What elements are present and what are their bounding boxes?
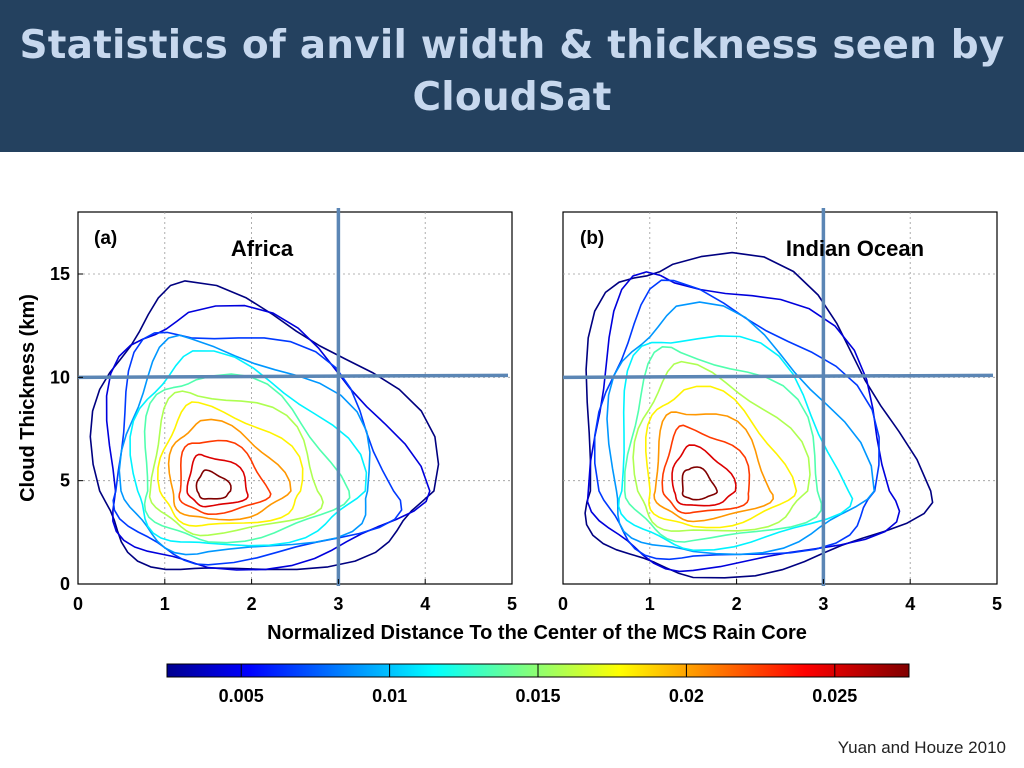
x-tick-label: 3 [333,594,343,614]
contour-line [89,280,440,571]
contour-line [186,453,249,508]
x-tick-label: 2 [732,594,742,614]
panel-a-label: (a) [94,228,117,249]
panel-b-region: Indian Ocean [786,236,924,261]
contour-line [129,350,368,547]
contour-line [143,373,351,544]
slide-title-line-2: CloudSat [412,75,612,120]
y-tick-label: 15 [50,264,70,284]
contour-line [671,444,737,507]
x-tick-label: 1 [645,594,655,614]
panel-a-contours [89,280,440,571]
panel-a-y-ticks: 0 5 10 15 [50,264,83,594]
colorbar-tick-label: 0.025 [812,686,857,706]
contour-line [593,279,880,561]
y-tick-label: 0 [60,574,70,594]
contour-line [632,360,811,532]
contour-line [644,385,798,529]
panel-a-x-ticks: 0 1 2 3 4 5 [73,579,517,614]
contour-line [661,424,751,515]
x-tick-label: 0 [558,594,568,614]
y-axis-label: Cloud Thickness (km) [17,294,39,502]
x-tick-label: 5 [507,594,517,614]
x-tick-label: 4 [420,594,430,614]
colorbar-tick-label: 0.02 [669,686,704,706]
x-tick-label: 1 [160,594,170,614]
contour-line [584,251,934,579]
x-tick-label: 3 [818,594,828,614]
colorbar-tick-label: 0.015 [515,686,560,706]
contour-line [195,469,232,500]
x-tick-label: 5 [992,594,1002,614]
slide-title-line-1: Statistics of anvil width & thickness se… [19,23,1005,68]
contour-line [148,390,324,537]
citation: Yuan and Houze 2010 [837,738,1006,757]
colorbar: 0.005 0.01 0.015 0.02 0.025 [166,663,910,706]
y-tick-label: 10 [50,367,70,387]
contour-line [118,334,371,556]
reference-line-horizontal [77,373,509,380]
contour-line [623,346,823,543]
x-tick-label: 2 [247,594,257,614]
panel-a: (a) Africa 0 1 2 3 4 5 0 5 10 15 [50,208,517,614]
title-banner: Statistics of anvil width & thickness se… [0,0,1024,152]
colorbar-ticks: 0.005 0.01 0.015 0.02 0.025 [219,664,857,706]
contour-line [681,466,718,501]
x-tick-label: 0 [73,594,83,614]
panel-b: (b) Indian Ocean 0 1 2 3 4 5 [558,208,1002,614]
x-axis-label: Normalized Distance To the Center of the… [267,622,807,644]
panel-b-reference-lines [562,208,994,586]
panel-a-region: Africa [231,236,294,261]
panel-b-contours [584,251,934,579]
contour-line [617,335,854,552]
panel-a-reference-lines [77,208,509,586]
contour-line [157,401,304,527]
slide-title: Statistics of anvil width & thickness se… [0,20,1024,124]
contour-line [167,418,292,521]
contour-line [606,301,876,556]
reference-line-horizontal [562,373,994,380]
colorbar-tick-label: 0.005 [219,686,264,706]
colorbar-tick-label: 0.01 [372,686,407,706]
contour-line [178,439,272,516]
contour-line [112,331,403,566]
panel-a-plot-area [77,211,513,585]
contour-line [653,411,775,523]
panel-b-label: (b) [580,228,604,249]
y-tick-label: 5 [60,471,70,491]
panel-b-x-ticks: 0 1 2 3 4 5 [558,579,1002,614]
x-tick-label: 4 [905,594,915,614]
